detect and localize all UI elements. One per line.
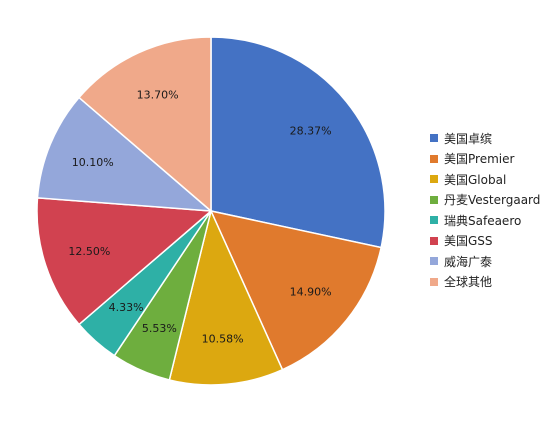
legend-swatch <box>430 277 438 286</box>
legend: 美国卓缤美国Premier 美国Global 丹麦Vestergaard 瑞典Safe… <box>430 128 540 292</box>
pie-slice-data-label: 28.37% <box>290 125 332 138</box>
pie-slice-data-label: 4.33% <box>109 301 144 314</box>
pie-slice-data-label: 5.53% <box>142 322 177 335</box>
legend-label: 美国Global <box>444 172 507 187</box>
pie-slice-data-label: 10.58% <box>202 333 244 346</box>
pie-slice <box>168 208 284 386</box>
pie-slice-data-label: 14.90% <box>290 285 332 298</box>
legend-item: 丹麦Vestergaard <box>430 190 540 211</box>
pie-slice-data-label: 13.70% <box>137 89 179 102</box>
pie-slice <box>210 36 386 249</box>
legend-label: 瑞典Safeaero <box>444 213 522 228</box>
legend-item: 美国GSS <box>430 231 540 252</box>
pie-slice <box>209 209 383 371</box>
pie-slice-data-label: 10.10% <box>72 156 114 169</box>
legend-swatch <box>430 216 438 225</box>
legend-item: 瑞典Safeaero <box>430 210 540 231</box>
legend-label: 美国Premier <box>444 152 515 167</box>
legend-swatch <box>430 175 438 184</box>
legend-swatch <box>430 134 438 143</box>
legend-item: 威海广泰 <box>430 251 540 272</box>
legend-label: 全球其他 <box>444 275 493 290</box>
legend-label: 丹麦Vestergaard <box>444 193 541 208</box>
legend-item: 美国卓缤 <box>430 128 540 149</box>
pie-slice <box>77 36 212 213</box>
legend-label: 美国卓缤 <box>444 131 493 146</box>
legend-swatch <box>430 154 438 163</box>
pie-slice <box>36 197 213 326</box>
legend-swatch <box>430 236 438 245</box>
pie-slice <box>36 96 214 212</box>
legend-item: 美国Premier <box>430 149 540 170</box>
legend-label: 美国GSS <box>444 234 493 249</box>
legend-swatch <box>430 257 438 266</box>
legend-swatch <box>430 195 438 204</box>
legend-item: 美国Global <box>430 169 540 190</box>
pie-slice-data-label: 12.50% <box>68 245 110 258</box>
legend-item: 全球其他 <box>430 272 540 293</box>
legend-label: 威海广泰 <box>444 254 493 269</box>
